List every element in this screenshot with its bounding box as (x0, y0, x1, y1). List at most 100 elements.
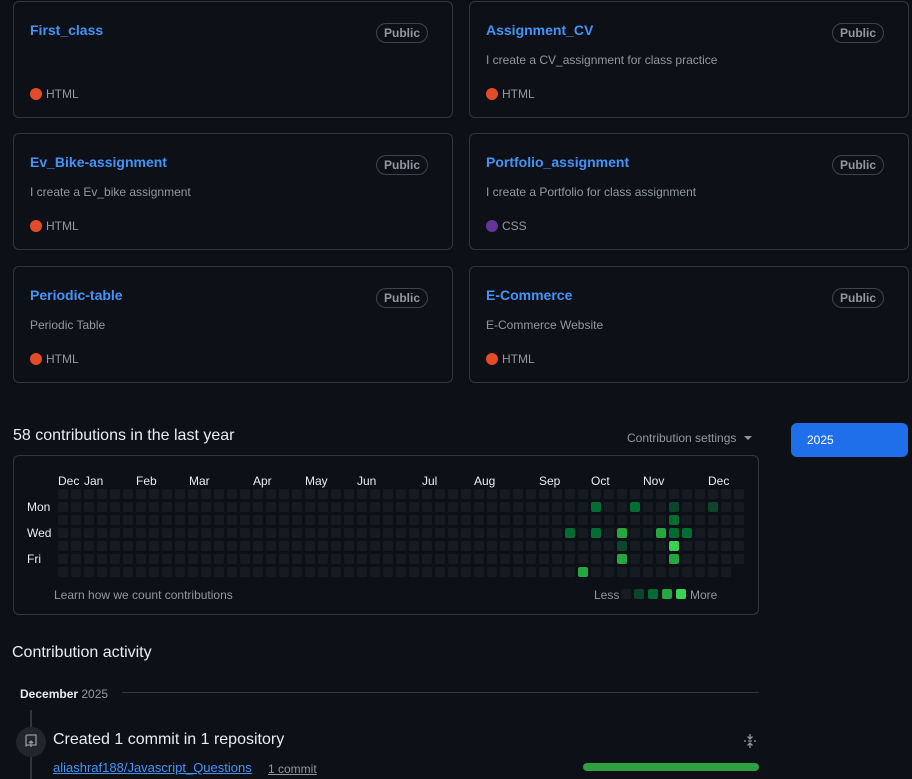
contribution-cell[interactable] (58, 528, 68, 538)
contribution-cell[interactable] (591, 554, 601, 564)
contribution-cell[interactable] (357, 554, 367, 564)
contribution-cell[interactable] (123, 502, 133, 512)
contribution-cell[interactable] (357, 567, 367, 577)
contribution-cell[interactable] (682, 515, 692, 525)
contribution-cell[interactable] (383, 489, 393, 499)
contribution-cell[interactable] (643, 554, 653, 564)
contribution-cell[interactable] (279, 489, 289, 499)
contribution-cell[interactable] (721, 554, 731, 564)
contribution-cell[interactable] (305, 515, 315, 525)
contribution-cell[interactable] (266, 515, 276, 525)
contribution-cell[interactable] (253, 502, 263, 512)
contribution-cell[interactable] (604, 515, 614, 525)
contribution-cell[interactable] (422, 567, 432, 577)
contribution-cell[interactable] (162, 502, 172, 512)
contribution-cell[interactable] (318, 489, 328, 499)
contribution-cell[interactable] (201, 528, 211, 538)
contribution-cell[interactable] (188, 502, 198, 512)
contribution-cell[interactable] (188, 528, 198, 538)
contribution-cell[interactable] (591, 528, 601, 538)
contribution-cell[interactable] (526, 502, 536, 512)
contribution-cell[interactable] (110, 489, 120, 499)
contribution-cell[interactable] (604, 502, 614, 512)
contribution-cell[interactable] (565, 528, 575, 538)
contribution-cell[interactable] (565, 502, 575, 512)
contribution-cell[interactable] (578, 567, 588, 577)
contribution-cell[interactable] (266, 541, 276, 551)
contribution-cell[interactable] (253, 515, 263, 525)
contribution-cell[interactable] (526, 489, 536, 499)
contribution-cell[interactable] (123, 489, 133, 499)
contribution-cell[interactable] (396, 502, 406, 512)
contribution-cell[interactable] (344, 489, 354, 499)
contribution-cell[interactable] (526, 515, 536, 525)
contribution-cell[interactable] (318, 528, 328, 538)
contribution-cell[interactable] (565, 541, 575, 551)
contribution-cell[interactable] (682, 567, 692, 577)
contribution-cell[interactable] (292, 554, 302, 564)
contribution-cell[interactable] (396, 567, 406, 577)
contribution-cell[interactable] (292, 515, 302, 525)
contribution-cell[interactable] (617, 554, 627, 564)
contribution-cell[interactable] (58, 515, 68, 525)
contribution-cell[interactable] (240, 567, 250, 577)
contribution-cell[interactable] (292, 541, 302, 551)
contribution-cell[interactable] (383, 554, 393, 564)
contribution-cell[interactable] (656, 502, 666, 512)
contribution-cell[interactable] (214, 489, 224, 499)
contribution-cell[interactable] (721, 567, 731, 577)
contribution-cell[interactable] (435, 567, 445, 577)
contribution-cell[interactable] (136, 528, 146, 538)
contribution-cell[interactable] (149, 541, 159, 551)
contribution-cell[interactable] (253, 567, 263, 577)
contribution-cell[interactable] (396, 554, 406, 564)
contribution-cell[interactable] (71, 554, 81, 564)
contribution-cell[interactable] (370, 567, 380, 577)
contribution-cell[interactable] (188, 567, 198, 577)
learn-contributions-link[interactable]: Learn how we count contributions (54, 588, 233, 602)
contribution-cell[interactable] (240, 528, 250, 538)
contribution-cell[interactable] (721, 489, 731, 499)
contribution-cell[interactable] (695, 489, 705, 499)
contribution-cell[interactable] (409, 515, 419, 525)
contribution-cell[interactable] (97, 528, 107, 538)
contribution-cell[interactable] (383, 567, 393, 577)
contribution-cell[interactable] (448, 541, 458, 551)
contribution-cell[interactable] (58, 489, 68, 499)
contribution-cell[interactable] (630, 502, 640, 512)
contribution-cell[interactable] (578, 554, 588, 564)
contribution-cell[interactable] (227, 567, 237, 577)
commit-count-link[interactable]: 1 commit (268, 762, 317, 776)
contribution-cell[interactable] (370, 502, 380, 512)
contribution-cell[interactable] (175, 528, 185, 538)
contribution-cell[interactable] (214, 567, 224, 577)
contribution-cell[interactable] (487, 541, 497, 551)
contribution-cell[interactable] (448, 489, 458, 499)
contribution-cell[interactable] (552, 554, 562, 564)
contribution-cell[interactable] (448, 528, 458, 538)
year-button-2025[interactable]: 2025 (791, 423, 908, 457)
contribution-cell[interactable] (240, 515, 250, 525)
contribution-cell[interactable] (604, 554, 614, 564)
contribution-cell[interactable] (721, 515, 731, 525)
contribution-cell[interactable] (162, 554, 172, 564)
contribution-cell[interactable] (97, 502, 107, 512)
contribution-cell[interactable] (500, 554, 510, 564)
contribution-cell[interactable] (266, 528, 276, 538)
contribution-cell[interactable] (227, 515, 237, 525)
contribution-cell[interactable] (500, 489, 510, 499)
contribution-cell[interactable] (175, 489, 185, 499)
contribution-cell[interactable] (188, 489, 198, 499)
contribution-cell[interactable] (721, 502, 731, 512)
contribution-cell[interactable] (357, 541, 367, 551)
contribution-cell[interactable] (539, 554, 549, 564)
repo-name-link[interactable]: Portfolio_assignment (486, 154, 630, 170)
contribution-cell[interactable] (396, 489, 406, 499)
contribution-cell[interactable] (643, 515, 653, 525)
contribution-cell[interactable] (435, 489, 445, 499)
contribution-cell[interactable] (188, 541, 198, 551)
contribution-cell[interactable] (513, 567, 523, 577)
contribution-cell[interactable] (292, 489, 302, 499)
contribution-cell[interactable] (539, 502, 549, 512)
contribution-cell[interactable] (162, 489, 172, 499)
